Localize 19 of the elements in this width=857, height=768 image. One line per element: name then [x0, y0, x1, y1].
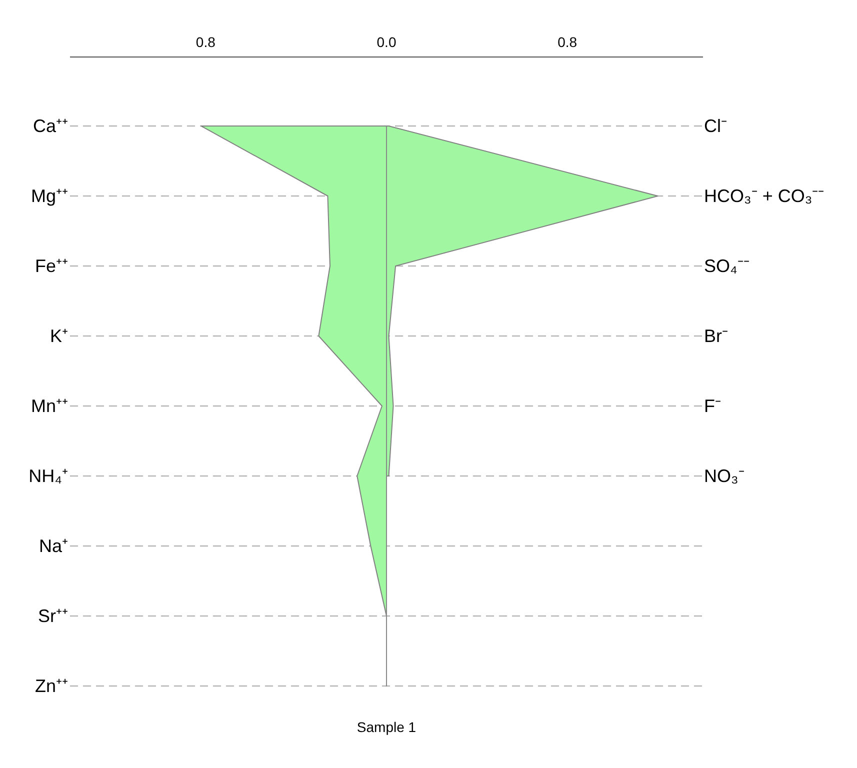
y-tick-label: Sr⁺⁺ [38, 606, 68, 626]
y-tick-label: K⁺ [50, 326, 68, 346]
text: SO₄⁻⁻ [704, 256, 750, 276]
y-tick-label: Fe⁺⁺ [34, 256, 68, 276]
y-tick-label: NH₄⁺ [28, 466, 68, 486]
text: F⁻ [704, 396, 721, 416]
text: Cl⁻ [704, 116, 727, 136]
y-tick-label: Na⁺ [38, 536, 68, 556]
y-tick-label: Mn⁺⁺ [30, 396, 68, 416]
text: Br⁻ [704, 326, 728, 346]
x-tick-label: 0.8 [196, 34, 216, 50]
x-tick-label: 0.8 [558, 34, 578, 50]
x-tick-label: 0.0 [376, 34, 396, 50]
text: Sample 1 [356, 719, 416, 735]
text: HCO₃⁻ + CO₃⁻⁻ [704, 186, 824, 206]
text: NO₃⁻ [704, 466, 744, 486]
y-tick-label: Zn⁺⁺ [34, 676, 68, 696]
y-tick-label: Mg⁺⁺ [30, 186, 68, 206]
y-tick-label: Ca⁺⁺ [32, 116, 68, 136]
